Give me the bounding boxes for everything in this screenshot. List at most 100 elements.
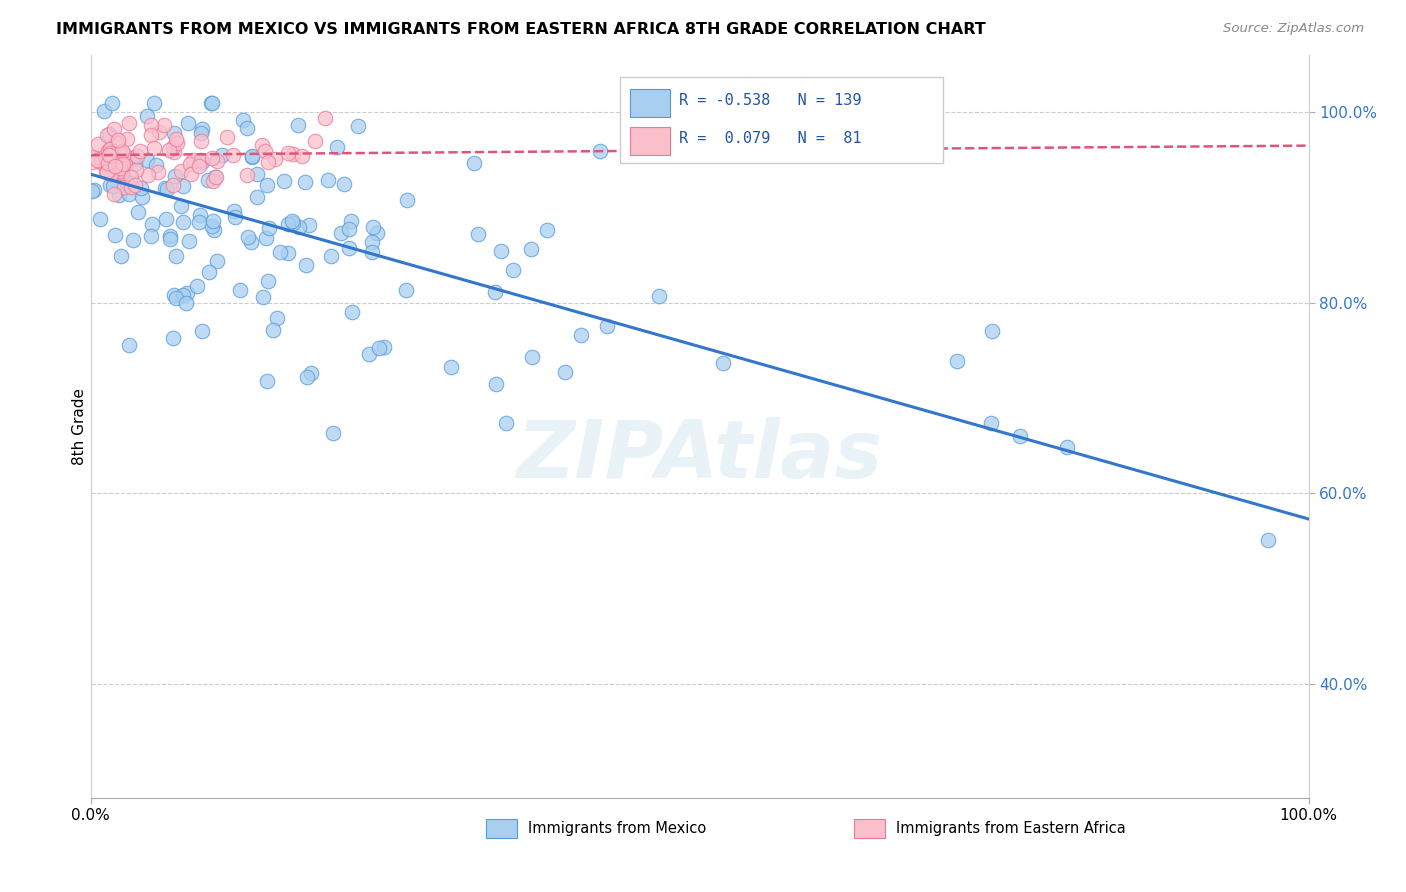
Point — [118, 116, 141, 130]
Point — [172, 288, 194, 302]
Point — [163, 126, 186, 140]
Point — [236, 168, 259, 182]
Point — [554, 365, 576, 379]
Point — [146, 164, 169, 178]
Point — [190, 153, 212, 168]
Point — [256, 274, 278, 288]
Point — [314, 111, 336, 125]
Point — [359, 347, 381, 361]
Point — [83, 151, 105, 165]
Point — [366, 226, 388, 240]
FancyBboxPatch shape — [620, 78, 943, 163]
Point — [191, 155, 214, 169]
Point — [224, 210, 246, 224]
Point — [287, 219, 309, 234]
Point — [484, 285, 506, 299]
Point — [361, 220, 384, 235]
Point — [264, 152, 287, 166]
Point — [156, 182, 179, 196]
Point — [202, 214, 225, 228]
Point — [170, 164, 193, 178]
Point — [1257, 533, 1279, 548]
Point — [125, 163, 148, 178]
Point — [246, 167, 269, 181]
Point — [367, 341, 389, 355]
Point — [200, 151, 222, 165]
Point — [188, 208, 211, 222]
Point — [291, 149, 314, 163]
Point — [107, 188, 129, 202]
Point — [124, 157, 146, 171]
Point — [89, 211, 111, 226]
Point — [100, 167, 122, 181]
Text: ZIPAtlas: ZIPAtlas — [516, 417, 883, 495]
Text: Source: ZipAtlas.com: Source: ZipAtlas.com — [1223, 22, 1364, 36]
Point — [105, 136, 128, 151]
Point — [97, 148, 120, 162]
Point — [101, 179, 124, 194]
Point — [198, 265, 221, 279]
Point — [277, 146, 299, 161]
FancyBboxPatch shape — [630, 127, 671, 155]
Point — [588, 144, 610, 158]
Point — [361, 245, 384, 260]
Point — [191, 122, 214, 136]
Point — [945, 353, 967, 368]
Point — [360, 235, 382, 250]
Point — [96, 165, 118, 179]
Point — [122, 233, 145, 247]
Point — [179, 157, 201, 171]
Point — [183, 153, 205, 168]
Point — [108, 164, 131, 178]
Point — [107, 133, 129, 147]
Point — [170, 199, 193, 213]
Point — [281, 214, 304, 228]
Point — [162, 331, 184, 345]
Text: Immigrants from Mexico: Immigrants from Mexico — [529, 821, 706, 836]
Point — [112, 180, 135, 194]
Point — [136, 153, 159, 167]
Point — [120, 180, 142, 194]
Point — [176, 285, 198, 300]
Point — [98, 142, 121, 156]
Point — [980, 417, 1002, 431]
Point — [100, 146, 122, 161]
Point — [520, 350, 543, 364]
Point — [295, 370, 318, 384]
Point — [110, 145, 132, 160]
Point — [250, 137, 273, 152]
Point — [200, 95, 222, 110]
Point — [222, 148, 245, 162]
Point — [273, 174, 295, 188]
FancyBboxPatch shape — [630, 88, 671, 117]
Point — [112, 147, 135, 161]
Point — [163, 169, 186, 184]
Point — [201, 174, 224, 188]
Point — [232, 113, 254, 128]
Point — [172, 179, 194, 194]
Point — [110, 249, 132, 263]
Point — [97, 156, 120, 170]
Point — [256, 178, 278, 193]
Point — [103, 186, 125, 201]
Point — [326, 140, 349, 154]
Point — [316, 173, 339, 187]
Point — [162, 140, 184, 154]
Point — [304, 134, 326, 148]
Point — [165, 249, 187, 263]
Point — [118, 338, 141, 352]
Point — [246, 190, 269, 204]
Point — [162, 178, 184, 192]
Point — [262, 323, 284, 337]
Point — [80, 184, 103, 198]
Point — [337, 222, 360, 236]
Point — [104, 228, 127, 243]
Point — [502, 263, 524, 277]
Point — [115, 176, 138, 190]
Point — [127, 149, 149, 163]
Point — [253, 144, 276, 158]
Point — [520, 242, 543, 256]
Point — [86, 136, 108, 151]
Point — [187, 159, 209, 173]
Point — [202, 223, 225, 237]
